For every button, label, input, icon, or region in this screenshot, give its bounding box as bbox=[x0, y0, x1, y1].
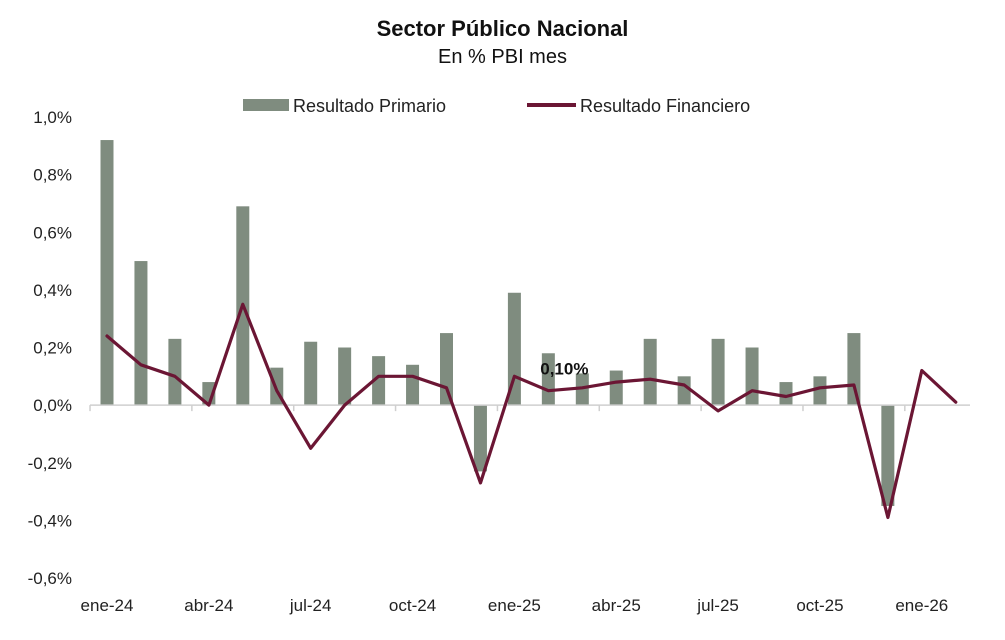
bar-dic-25 bbox=[881, 405, 895, 506]
x-tick-label: jul-25 bbox=[696, 596, 739, 615]
x-tick-label: ene-25 bbox=[488, 596, 541, 615]
y-tick-label: -0,6% bbox=[28, 569, 72, 588]
legend-label-resultado-primario: Resultado Primario bbox=[293, 96, 446, 116]
data-label-annotation: 0,10% bbox=[540, 359, 588, 378]
bar-oct-25 bbox=[813, 376, 827, 406]
legend: Resultado Primario Resultado Financiero bbox=[243, 96, 750, 116]
bar-nov-25 bbox=[847, 333, 861, 406]
bar-feb-25 bbox=[541, 353, 555, 406]
x-tick-label: abr-24 bbox=[184, 596, 233, 615]
x-axis-labels: ene-24 abr-24 jul-24 oct-24 ene-25 abr-25 jul-… bbox=[81, 596, 949, 615]
legend-swatch-resultado-primario bbox=[243, 99, 289, 111]
y-tick-label: 0,0% bbox=[33, 396, 72, 415]
bar-ago-24 bbox=[338, 347, 352, 406]
bar-sep-25 bbox=[779, 382, 793, 406]
x-tick-label: ene-24 bbox=[81, 596, 134, 615]
y-tick-label: 0,8% bbox=[33, 166, 72, 185]
x-tick-label: ene-26 bbox=[895, 596, 948, 615]
bar-ene-24 bbox=[100, 140, 114, 406]
series-line-resultado-financiero bbox=[105, 302, 958, 520]
bars-resultado-primario bbox=[100, 140, 895, 506]
bar-oct-24 bbox=[406, 364, 420, 406]
x-tick-label: oct-24 bbox=[389, 596, 436, 615]
y-tick-label: -0,2% bbox=[28, 454, 72, 473]
bar-may-25 bbox=[643, 338, 657, 406]
x-axis bbox=[89, 404, 970, 412]
bar-mar-24 bbox=[168, 338, 182, 406]
bar-feb-24 bbox=[134, 261, 148, 406]
bar-ago-25 bbox=[745, 347, 759, 406]
bar-jun-25 bbox=[677, 376, 691, 406]
bar-nov-24 bbox=[440, 333, 453, 406]
bar-dic-24 bbox=[473, 405, 487, 472]
y-axis: 1,0% 0,8% 0,6% 0,4% 0,2% 0,0% -0,2% -0,4% -0,6% bbox=[28, 108, 72, 588]
bar-jul-25 bbox=[711, 338, 725, 406]
annotations: 0,10% bbox=[540, 359, 588, 378]
y-tick-label: 0,4% bbox=[33, 281, 72, 300]
y-tick-label: 0,6% bbox=[33, 223, 72, 242]
line-resultado-financiero bbox=[105, 302, 958, 520]
y-tick-label: 1,0% bbox=[33, 108, 72, 127]
bar-sep-24 bbox=[372, 356, 386, 406]
y-tick-label: 0,2% bbox=[33, 339, 72, 358]
x-tick-label: oct-25 bbox=[796, 596, 843, 615]
chart-title: Sector Público Nacional bbox=[376, 16, 629, 41]
legend-label-resultado-financiero: Resultado Financiero bbox=[580, 96, 750, 116]
chart-subtitle: En % PBI mes bbox=[438, 46, 567, 68]
x-tick-label: jul-24 bbox=[289, 596, 332, 615]
bar-jul-24 bbox=[304, 341, 318, 406]
x-tick-label: abr-25 bbox=[592, 596, 641, 615]
bar-abr-25 bbox=[609, 370, 623, 406]
y-tick-label: -0,4% bbox=[28, 511, 72, 530]
